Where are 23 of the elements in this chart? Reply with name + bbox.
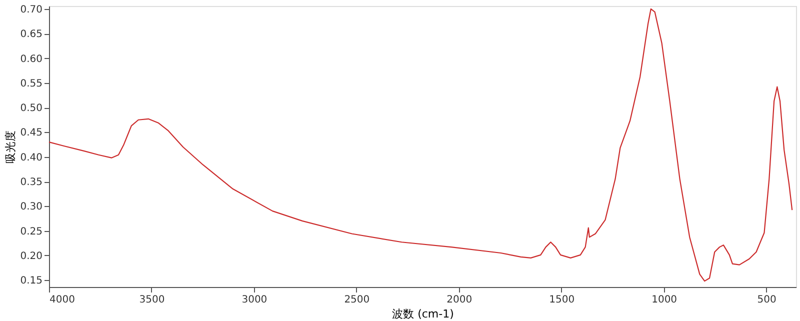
y-tick-label: 0.30 [20,202,42,213]
x-tick-label: 2000 [446,294,472,306]
y-tick-label: 0.25 [20,226,42,238]
x-tick-label: 3500 [139,294,165,306]
y-tick-label: 0.50 [20,103,42,114]
y-tick-label: 0.55 [20,78,42,90]
x-tick-label: 1000 [652,294,678,306]
y-tick-label: 0.20 [20,250,42,262]
x-tick-label: 500 [757,294,776,306]
x-tick-label: 1500 [549,294,575,306]
y-tick-label: 0.60 [20,54,42,65]
x-tick-label: 4000 [50,294,75,306]
y-tick-label: 0.65 [20,29,42,40]
y-tick-label: 0.70 [20,4,42,16]
y-tick-label: 0.15 [20,276,42,287]
y-axis-title: 吸光度 [4,130,18,164]
y-tick-label: 0.45 [20,128,42,139]
y-tick-label: 0.40 [20,152,42,164]
line-series [48,8,793,282]
x-tick-label: 3000 [242,294,268,306]
x-axis-title: 波数 (cm-1) [392,308,454,320]
y-tick-label: 0.35 [20,177,42,188]
x-tick-label: 2500 [344,294,370,306]
